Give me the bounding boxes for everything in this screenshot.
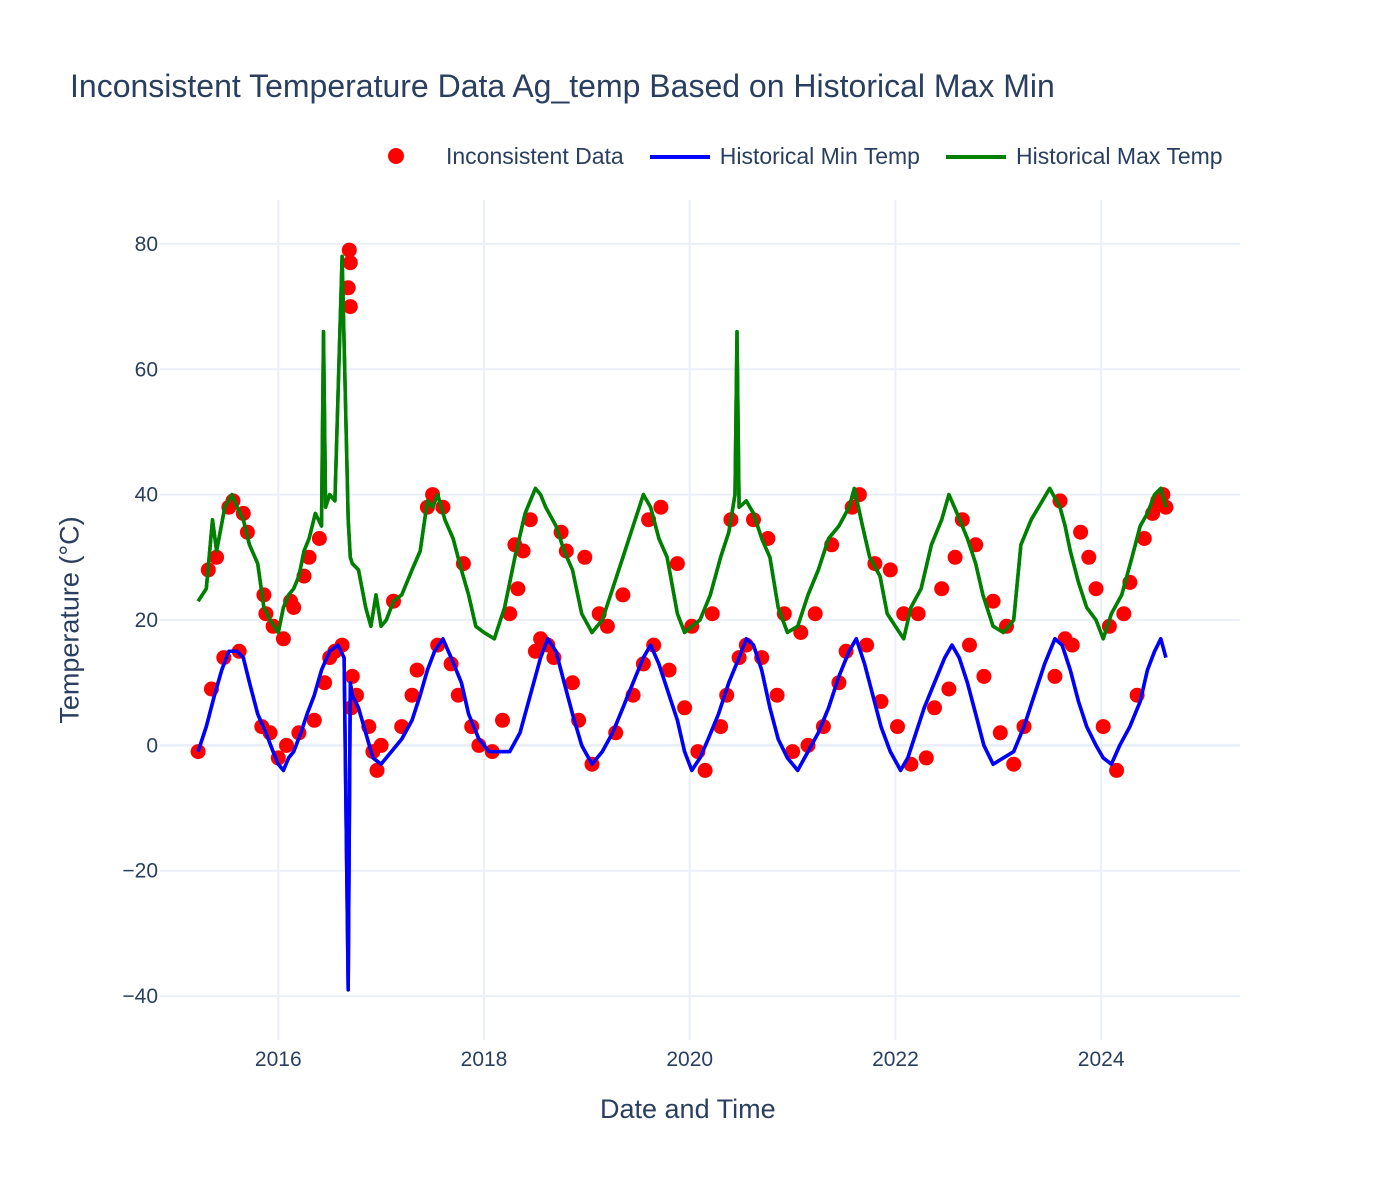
data-point-marker <box>404 687 420 703</box>
data-point-marker <box>1073 524 1089 540</box>
x-axis-title: Date and Time <box>600 1094 776 1124</box>
data-point-marker <box>502 606 518 622</box>
data-point-marker <box>669 556 685 572</box>
data-point-marker <box>342 299 358 315</box>
y-tick-label: 0 <box>146 734 158 757</box>
data-point-marker <box>515 543 531 559</box>
data-point-marker <box>527 643 543 659</box>
data-point-marker <box>677 700 693 716</box>
y-axis-title: Temperature (°C) <box>54 516 85 724</box>
data-point-marker <box>344 668 360 684</box>
data-point-marker <box>653 499 669 515</box>
data-point-marker <box>947 549 963 565</box>
x-tick-label: 2024 <box>1078 1048 1125 1071</box>
legend[interactable]: Inconsistent Data Historical Min Temp Hi… <box>378 140 1243 172</box>
data-point-marker <box>565 675 580 691</box>
data-point-marker <box>661 662 677 678</box>
data-point-marker <box>1095 719 1111 735</box>
data-point-marker <box>341 242 357 258</box>
data-point-marker <box>785 744 801 760</box>
x-tick-label: 2018 <box>461 1048 508 1071</box>
data-point-marker <box>209 549 225 565</box>
y-tick-label: 80 <box>135 233 158 256</box>
data-point-marker <box>311 531 327 546</box>
y-tick-label: 40 <box>135 484 158 507</box>
data-point-marker <box>704 606 720 622</box>
data-point-marker <box>1116 606 1132 622</box>
data-point-marker <box>522 512 538 528</box>
x-tick-label: 2020 <box>666 1048 713 1071</box>
data-point-marker <box>918 750 934 766</box>
data-point-marker <box>306 712 322 728</box>
legend-line-icon <box>644 146 710 166</box>
chart-title: Inconsistent Temperature Data Ag_temp Ba… <box>70 68 1055 104</box>
data-point-marker <box>992 725 1008 741</box>
y-tick-label: −20 <box>122 860 158 883</box>
data-point-marker <box>510 581 526 597</box>
y-tick-label: −40 <box>122 985 158 1008</box>
data-point-marker <box>890 719 905 735</box>
series-line-overlay <box>196 254 1168 641</box>
data-point-marker <box>615 587 631 603</box>
data-point-marker <box>807 606 823 622</box>
legend-label-inconsistent: Inconsistent Data <box>446 142 624 169</box>
data-point-marker <box>1047 668 1063 684</box>
data-point-marker <box>599 618 615 634</box>
data-point-marker <box>301 549 317 565</box>
data-point-marker <box>369 762 385 778</box>
data-point-marker <box>279 737 294 753</box>
data-point-marker <box>985 593 1001 609</box>
data-point-marker <box>793 625 809 640</box>
data-point-marker <box>317 675 333 691</box>
x-tick-label: 2016 <box>255 1048 302 1071</box>
y-tick-label: 20 <box>135 609 158 632</box>
data-point-marker <box>962 637 977 653</box>
legend-line-icon <box>940 146 1006 166</box>
data-point-marker <box>927 700 942 716</box>
legend-label-min: Historical Min Temp <box>719 142 920 169</box>
data-point-marker <box>713 719 729 735</box>
data-point-marker <box>1136 531 1152 546</box>
data-point-marker <box>373 737 389 753</box>
legend-marker-icon <box>378 146 436 166</box>
data-point-marker <box>275 631 291 647</box>
data-point-marker <box>882 562 898 578</box>
data-point-marker <box>577 549 593 565</box>
data-point-marker <box>859 637 875 653</box>
legend-label-max: Historical Max Temp <box>1015 142 1223 169</box>
legend-item-min[interactable]: Historical Min Temp <box>644 143 920 170</box>
legend-item-inconsistent[interactable]: Inconsistent Data <box>378 143 624 170</box>
series-line-overlay <box>196 637 1168 992</box>
data-point-marker <box>1006 756 1022 772</box>
data-point-marker <box>342 255 358 271</box>
data-point-marker <box>934 581 950 597</box>
data-point-marker <box>1081 549 1097 565</box>
data-point-marker <box>873 694 889 709</box>
data-point-marker <box>1109 762 1125 778</box>
data-point-marker <box>1088 581 1104 597</box>
data-point-marker <box>1064 637 1080 653</box>
data-point-marker <box>409 662 425 678</box>
data-point-marker <box>495 712 510 728</box>
data-point-marker <box>769 687 785 703</box>
data-point-marker <box>910 606 926 622</box>
data-point-marker <box>697 762 713 778</box>
y-tick-label: 60 <box>135 358 158 381</box>
x-tick-label: 2022 <box>872 1048 919 1071</box>
legend-item-max[interactable]: Historical Max Temp <box>940 143 1223 170</box>
data-point-marker <box>286 600 302 615</box>
data-point-marker <box>976 668 992 684</box>
data-point-marker <box>941 681 957 697</box>
